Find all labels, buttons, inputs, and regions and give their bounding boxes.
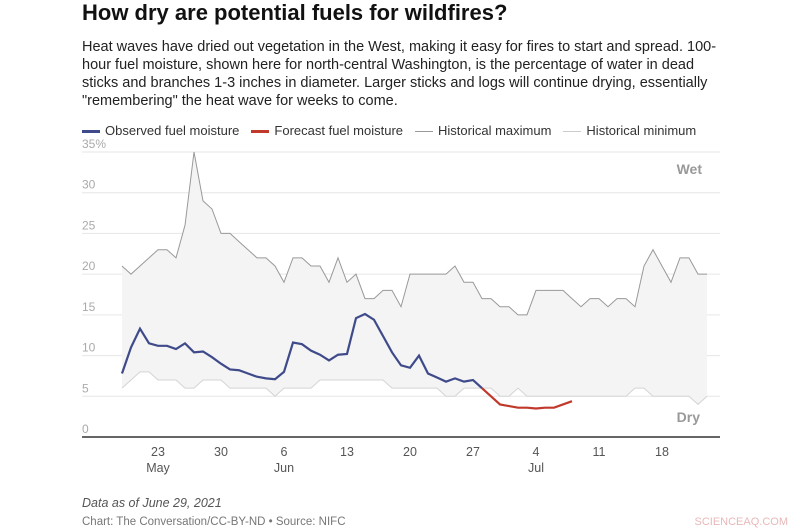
historical-range-band <box>122 152 707 405</box>
x-tick-label: 27 <box>466 445 480 459</box>
x-tick-label: 6 <box>281 445 288 459</box>
chart-subtitle: Heat waves have dried out vegetation in … <box>82 39 717 109</box>
x-tick-label: 18 <box>655 445 669 459</box>
legend-hist-max: Historical maximum <box>415 123 551 138</box>
y-tick-label: 25 <box>82 218 96 232</box>
series-line-observed-fuel-moisture <box>120 312 483 389</box>
x-tick-label: 13 <box>340 445 354 459</box>
watermark: SCIENCEAQ.COM <box>694 516 788 528</box>
wet-annotation: Wet <box>677 161 703 177</box>
legend-hist-min: Historical minimum <box>563 123 696 138</box>
y-tick-label: 0 <box>82 422 89 436</box>
x-tick-label: 4 <box>533 445 540 459</box>
y-tick-label: 20 <box>82 259 96 273</box>
chart-title: How dry are potential fuels for wildfire… <box>82 0 508 25</box>
x-tick-label: 30 <box>214 445 228 459</box>
source-credit: Chart: The Conversation/CC-BY-ND • Sourc… <box>82 516 346 528</box>
x-month-label: Jul <box>528 461 544 475</box>
legend-forecast: Forecast fuel moisture <box>251 123 403 138</box>
dry-annotation: Dry <box>677 409 701 425</box>
x-tick-label: 11 <box>593 445 606 459</box>
series-line-historical-minimum <box>121 371 708 406</box>
y-tick-label: 30 <box>82 178 96 192</box>
x-month-label: May <box>146 461 170 475</box>
y-tick-label: 10 <box>82 341 96 355</box>
series-line-historical-maximum <box>121 151 707 316</box>
x-tick-label: 23 <box>151 445 165 459</box>
y-tick-label: 5 <box>82 381 89 395</box>
x-month-label: Jun <box>274 461 294 475</box>
legend: Observed fuel moisture Forecast fuel moi… <box>82 123 696 138</box>
series-line-forecast-fuel-moisture <box>481 387 573 410</box>
x-tick-label: 20 <box>403 445 417 459</box>
data-note: Data as of June 29, 2021 <box>82 496 222 510</box>
legend-observed: Observed fuel moisture <box>82 123 239 138</box>
y-tick-label: 15 <box>82 300 96 314</box>
y-tick-label: 35% <box>82 137 106 151</box>
